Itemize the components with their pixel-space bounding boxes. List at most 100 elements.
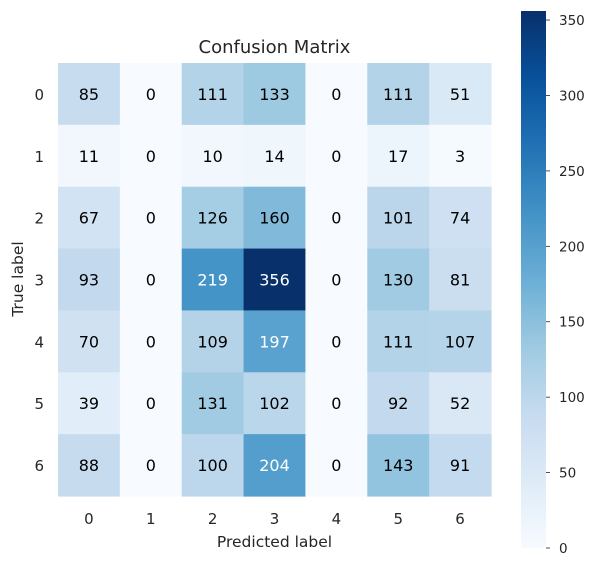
chart-title: Confusion Matrix [199,37,351,58]
heatmap-cell-r2-c2 [181,186,245,250]
cell-value-label: 3 [455,147,465,166]
cell-value-label: 102 [259,394,290,413]
cell-value-label: 111 [383,332,414,351]
cell-value-label: 39 [79,394,99,413]
heatmap-cell-r2-c6 [429,186,492,250]
cell-value-label: 0 [331,332,341,351]
heatmap-cell-r1-c0 [58,124,121,188]
cell-value-label: 0 [146,85,156,104]
cell-value-label: 111 [383,85,414,104]
colorbar-tick-label: 0 [559,541,568,557]
heatmap-cell-labels: 85 0 111 133 0 111 51 11 0 10 14 0 17 3 67 0 126 160 0 101 7… [79,85,476,475]
cell-value-label: 17 [388,147,408,166]
heatmap-cell-r3-c6 [429,248,492,312]
heatmap-cell-r5-c3 [243,372,307,435]
cell-value-label: 131 [197,394,228,413]
x-tick-label: 4 [332,510,342,528]
y-tick-label: 3 [34,272,44,290]
heatmap-cell-r0-c3 [243,63,307,126]
cell-value-label: 130 [383,271,414,290]
heatmap-cell-r4-c5 [367,310,430,373]
cell-value-label: 204 [259,456,290,475]
heatmap-cell-r6-c4 [305,434,368,497]
heatmap-cell-r6-c0 [58,434,121,497]
heatmap-cell-r3-c4 [305,248,368,312]
colorbar-tick-label: 50 [559,466,576,482]
cell-value-label: 0 [331,394,341,413]
cell-value-label: 85 [79,85,99,104]
cell-value-label: 0 [146,147,156,166]
x-tick-label: 3 [270,510,280,528]
heatmap-cell-r5-c0 [58,372,121,435]
heatmap-cell-r3-c2 [181,248,245,312]
x-tick-label: 0 [84,510,94,528]
colorbar-tick-label: 200 [559,239,585,255]
x-tick-label: 1 [146,510,156,528]
x-tick-label: 6 [455,510,465,528]
cell-value-label: 52 [450,394,470,413]
cell-value-label: 88 [79,456,99,475]
heatmap-cell-r6-c5 [367,434,430,497]
cell-value-label: 91 [450,456,470,475]
heatmap-cell-r1-c1 [119,124,183,188]
cell-value-label: 100 [197,456,228,475]
cell-value-label: 219 [197,271,228,290]
heatmap-cell-r1-c4 [305,124,368,188]
cell-value-label: 0 [146,209,156,228]
colorbar-tick-label: 350 [559,13,585,29]
heatmap-cell-r6-c6 [429,434,492,497]
y-tick-label: 4 [34,333,44,351]
y-tick-label: 2 [34,210,44,228]
heatmap-cell-r0-c0 [58,63,121,126]
cell-value-label: 111 [197,85,228,104]
heatmap-cell-r2-c0 [58,186,121,250]
cell-value-label: 143 [383,456,414,475]
y-tick-label: 6 [34,457,44,475]
cell-value-label: 10 [202,147,222,166]
cell-value-label: 0 [331,456,341,475]
cell-value-label: 70 [79,332,99,351]
cell-value-label: 356 [259,271,290,290]
heatmap-cell-r3-c1 [119,248,183,312]
cell-value-label: 0 [146,271,156,290]
heatmap-cell-r4-c3 [243,310,307,373]
y-axis-ticks: 0 1 2 3 4 5 6 [34,86,44,475]
y-tick-label: 1 [34,148,44,166]
x-axis-ticks: 0 1 2 3 4 5 6 [84,510,465,528]
heatmap-cell-r4-c0 [58,310,121,373]
heatmap-cell-r1-c2 [181,124,245,188]
cell-value-label: 93 [79,271,99,290]
cell-value-label: 0 [331,85,341,104]
cell-value-label: 0 [146,332,156,351]
heatmap-cell-r2-c3 [243,186,307,250]
heatmap-cell-r5-c1 [119,372,183,435]
heatmap-cell-r4-c6 [429,310,492,373]
heatmap-cell-r5-c4 [305,372,368,435]
heatmap-cell-r1-c3 [243,124,307,188]
heatmap-cell-r1-c6 [429,124,492,188]
heatmap-cell-r5-c2 [181,372,245,435]
heatmap-cell-r4-c4 [305,310,368,373]
heatmap-cell-r1-c5 [367,124,430,188]
cell-value-label: 126 [197,209,228,228]
colorbar-tick-label: 250 [559,164,585,180]
heatmap-cell-r6-c1 [119,434,183,497]
colorbar: 0 50 100 150 200 250 300 350 [521,11,585,557]
cell-value-label: 11 [79,147,99,166]
heatmap-cell-r0-c4 [305,63,368,126]
colorbar-tick-label: 300 [559,88,585,104]
cell-value-label: 67 [79,209,99,228]
cell-value-label: 51 [450,85,470,104]
heatmap-cell-r3-c5 [367,248,430,312]
heatmap-cells [58,63,492,497]
heatmap-cell-r0-c5 [367,63,430,126]
y-tick-label: 5 [34,395,44,413]
colorbar-gradient [521,11,546,548]
cell-value-label: 0 [331,209,341,228]
heatmap-cell-r4-c2 [181,310,245,373]
y-axis-label: True label [9,241,27,317]
heatmap-cell-r6-c2 [181,434,245,497]
colorbar-tick-label: 100 [559,390,585,406]
heatmap-cell-r3-c0 [58,248,121,312]
cell-value-label: 109 [197,332,228,351]
